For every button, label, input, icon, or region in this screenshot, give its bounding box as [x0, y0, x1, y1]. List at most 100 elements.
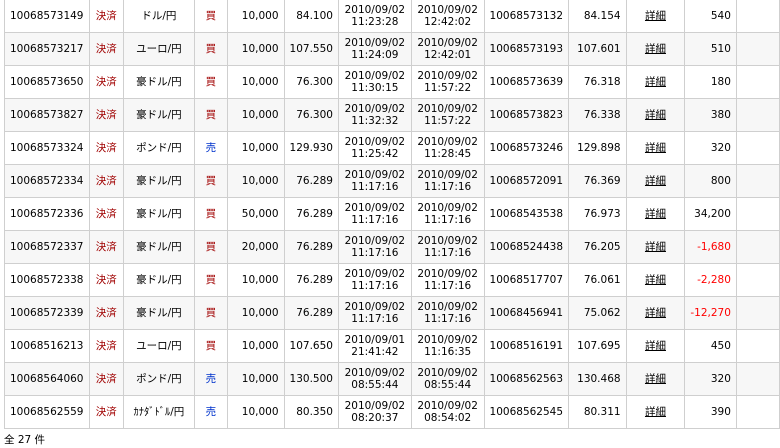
close-order-id: 10068543538	[483, 197, 570, 231]
details-link[interactable]: 詳細	[644, 274, 666, 286]
currency-pair: 豪ドル/円	[123, 98, 195, 132]
profit-loss: 800	[684, 164, 737, 198]
table-row: 10068573324 決済 ポンド/円売 10,000 129.930 2010/09/…	[4, 131, 780, 165]
table-row: 10068573827 決済 豪ドル/円買 10,000 76.300 2010/09/0…	[4, 98, 780, 132]
settle-label: 決済	[88, 0, 125, 33]
empty-cell	[735, 362, 780, 396]
details-link[interactable]: 詳細	[644, 340, 666, 352]
details-link[interactable]: 詳細	[644, 208, 666, 220]
details-link[interactable]: 詳細	[644, 76, 666, 88]
close-date: 2010/09/02	[417, 400, 478, 412]
close-price: 130.468	[568, 362, 627, 396]
details-link[interactable]: 詳細	[644, 241, 666, 253]
open-date: 2010/09/02	[344, 235, 406, 247]
trade-side: 買	[193, 329, 228, 363]
close-time: 11:28:45	[424, 148, 472, 160]
order-id: 10068562559	[4, 395, 90, 429]
table-row: 10068516213 決済 ユーロ/円買 10,000 107.650 2010/09/…	[4, 329, 780, 363]
trade-side: 売	[193, 395, 228, 429]
close-time: 11:17:16	[424, 313, 472, 325]
close-price: 76.338	[568, 98, 627, 132]
details-link[interactable]: 詳細	[644, 43, 666, 55]
details-link[interactable]: 詳細	[644, 406, 666, 418]
open-date: 2010/09/02	[344, 4, 406, 16]
trade-side: 買	[193, 164, 228, 198]
settle-label: 決済	[88, 164, 125, 198]
close-time: 11:17:16	[424, 280, 472, 292]
open-date: 2010/09/01	[344, 334, 406, 346]
open-price: 80.350	[283, 395, 339, 429]
order-id: 10068573827	[4, 98, 90, 132]
close-datetime: 2010/09/02 08:55:44	[410, 362, 485, 396]
open-price: 84.100	[283, 0, 339, 33]
empty-cell	[735, 32, 780, 66]
details-link[interactable]: 詳細	[644, 142, 666, 154]
order-id: 10068573324	[4, 131, 90, 165]
trade-history-table: 10068573149 決済 ドル/円買 10,000 84.100 2010/09/02…	[4, 0, 780, 429]
close-date: 2010/09/02	[417, 136, 478, 148]
details-link[interactable]: 詳細	[644, 109, 666, 121]
profit-loss: 450	[684, 329, 737, 363]
close-price: 107.601	[568, 32, 627, 66]
open-datetime: 2010/09/02 11:17:16	[337, 164, 412, 198]
close-order-id: 10068562563	[483, 362, 570, 396]
close-date: 2010/09/02	[417, 268, 478, 280]
settle-label: 決済	[88, 263, 125, 297]
table-row: 10068572336 決済 豪ドル/円買 50,000 76.289 2010/09/0…	[4, 197, 780, 231]
empty-cell	[735, 395, 780, 429]
currency-pair: ｶﾅﾀﾞﾄﾞﾙ/円	[123, 395, 195, 429]
open-datetime: 2010/09/02 11:17:16	[337, 296, 412, 330]
profit-loss: 180	[684, 65, 737, 99]
close-price: 129.898	[568, 131, 627, 165]
open-datetime: 2010/09/02 11:30:15	[337, 65, 412, 99]
trade-side: 買	[193, 32, 228, 66]
close-time: 11:17:16	[424, 214, 472, 226]
empty-cell	[735, 263, 780, 297]
close-time: 11:57:22	[424, 115, 472, 127]
close-order-id: 10068516191	[483, 329, 570, 363]
quantity: 10,000	[226, 395, 285, 429]
trade-side: 買	[193, 263, 228, 297]
open-time: 11:17:16	[351, 181, 399, 193]
open-time: 21:41:42	[351, 346, 399, 358]
trade-side: 売	[193, 131, 228, 165]
open-date: 2010/09/02	[344, 202, 406, 214]
settle-label: 決済	[88, 329, 125, 363]
quantity: 10,000	[226, 98, 285, 132]
quantity: 20,000	[226, 230, 285, 264]
settle-label: 決済	[88, 65, 125, 99]
details-cell: 詳細	[625, 329, 686, 363]
details-link[interactable]: 詳細	[644, 10, 666, 22]
close-time: 11:57:22	[424, 82, 472, 94]
currency-pair: ドル/円	[123, 0, 195, 33]
quantity: 10,000	[226, 329, 285, 363]
profit-loss: 380	[684, 98, 737, 132]
open-time: 08:20:37	[351, 412, 399, 424]
settle-label: 決済	[88, 98, 125, 132]
settle-label: 決済	[88, 32, 125, 66]
quantity: 10,000	[226, 362, 285, 396]
open-datetime: 2010/09/02 11:25:42	[337, 131, 412, 165]
close-price: 84.154	[568, 0, 627, 33]
close-datetime: 2010/09/02 11:17:16	[410, 296, 485, 330]
profit-loss: 540	[684, 0, 737, 33]
profit-loss: 320	[684, 131, 737, 165]
close-price: 76.205	[568, 230, 627, 264]
open-date: 2010/09/02	[344, 70, 406, 82]
details-link[interactable]: 詳細	[644, 175, 666, 187]
close-datetime: 2010/09/02 11:16:35	[410, 329, 485, 363]
open-time: 11:23:28	[351, 16, 399, 28]
close-price: 76.973	[568, 197, 627, 231]
details-link[interactable]: 詳細	[644, 373, 666, 385]
open-date: 2010/09/02	[344, 169, 406, 181]
details-link[interactable]: 詳細	[644, 307, 666, 319]
open-price: 76.300	[283, 65, 339, 99]
close-order-id: 10068573132	[483, 0, 570, 33]
open-date: 2010/09/02	[344, 268, 406, 280]
quantity: 10,000	[226, 0, 285, 33]
close-datetime: 2010/09/02 11:28:45	[410, 131, 485, 165]
open-time: 11:24:09	[351, 49, 399, 61]
open-date: 2010/09/02	[344, 37, 406, 49]
open-date: 2010/09/02	[344, 136, 406, 148]
empty-cell	[735, 98, 780, 132]
